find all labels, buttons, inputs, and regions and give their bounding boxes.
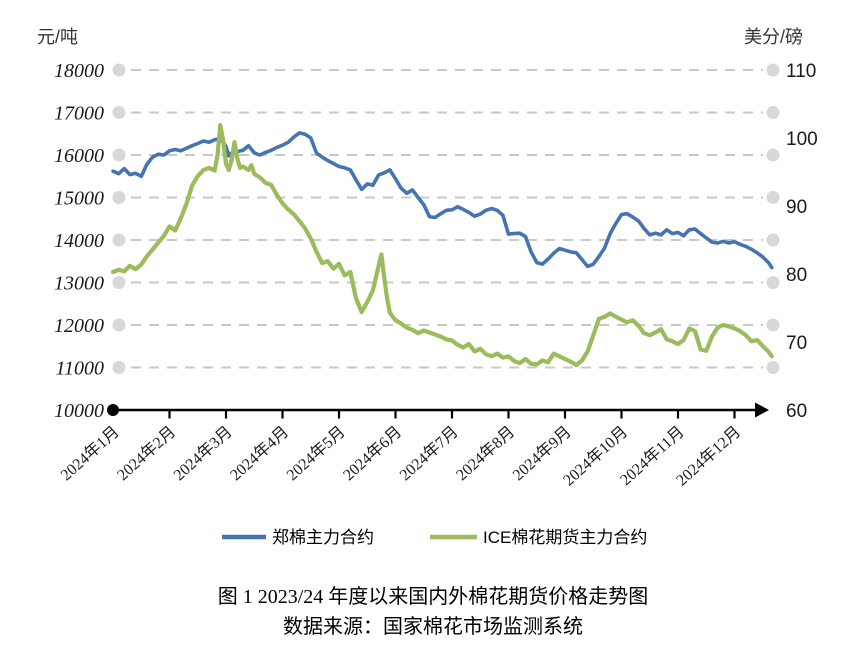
right-axis-tick-label: 110	[786, 61, 816, 82]
x-axis-tick-label: 2024年2月	[114, 423, 180, 485]
left-axis-tick-label: 15000	[54, 188, 104, 210]
x-axis-tick-label: 2024年1月	[57, 423, 123, 485]
x-axis-label-group: 2024年8月	[453, 423, 519, 485]
x-axis-label-group: 2024年5月	[283, 423, 349, 485]
gridline-marker	[766, 106, 780, 119]
right-axis-tick-label: 100	[786, 129, 818, 150]
gridline-marker	[112, 106, 126, 119]
gridline-marker	[112, 63, 126, 77]
left-axis-tick-label: 13000	[54, 273, 104, 295]
grid-layer	[112, 63, 780, 374]
gridline-marker	[112, 233, 126, 247]
x-axis-tick-label: 2024年3月	[170, 423, 236, 485]
right-axis-tick-label: 70	[786, 333, 807, 354]
series-layer	[110, 123, 774, 368]
x-axis-label-group: 2024年7月	[396, 423, 462, 485]
gridline-marker	[112, 191, 126, 204]
figure-caption-title: 图 1 2023/24 年度以来国内外棉花期货价格走势图	[217, 586, 649, 608]
gridline-marker	[766, 233, 780, 247]
x-axis-label-group: 2024年6月	[340, 423, 406, 485]
x-axis-arrowhead-icon	[755, 402, 769, 418]
left-axis-tick-label: 11000	[55, 358, 104, 380]
x-axis-origin-dot	[107, 404, 119, 416]
x-axis-tick-label: 2024年6月	[340, 423, 406, 485]
gridline-marker	[112, 276, 126, 289]
legend-label-zhengmian: 郑棉主力合约	[272, 528, 374, 547]
gridline-marker	[766, 276, 780, 289]
gridline-marker	[766, 191, 780, 204]
gridline-marker	[112, 318, 126, 332]
left-axis-tick-label: 16000	[54, 145, 104, 167]
legend-label-ice: ICE棉花期货主力合约	[483, 528, 647, 547]
left-axis-tick-label: 17000	[54, 103, 104, 125]
right-axis-tick-label: 80	[786, 265, 807, 286]
right-axis-tick-label: 60	[786, 401, 807, 422]
left-axis-tick-label: 12000	[54, 315, 104, 337]
gridline-marker	[112, 148, 126, 162]
x-axis-label-group: 2024年2月	[114, 423, 180, 485]
x-axis-label-group: 2024年4月	[227, 423, 293, 485]
legend: 郑棉主力合约 ICE棉花期货主力合约	[222, 528, 647, 547]
x-axis-label-group: 2024年3月	[170, 423, 236, 485]
gridline-marker	[766, 361, 780, 374]
gridline-marker	[766, 63, 780, 77]
left-axis-tick-label: 10000	[54, 400, 104, 422]
left-axis-title: 元/吨	[37, 27, 78, 47]
x-axis-tick-label: 2024年8月	[453, 423, 519, 485]
x-axis-tick-label: 2024年7月	[396, 423, 462, 485]
right-axis-tick-label: 90	[786, 197, 807, 218]
gridline-marker	[766, 148, 780, 162]
x-axis-tick-label: 2024年4月	[227, 423, 293, 485]
x-axis-label-group: 2024年1月	[57, 423, 123, 485]
price-trend-chart: 元/吨 美分/磅 1800017000160001500014000130001…	[37, 27, 818, 547]
series-line-ice	[110, 123, 774, 368]
left-axis-tick-label: 18000	[54, 60, 104, 82]
axis-label-layer: 18000 17000 16000 15000 14000 13000 12000 11000…	[54, 60, 818, 490]
gridline-marker	[766, 318, 780, 332]
gridline-marker	[112, 361, 126, 374]
figure-caption-source: 数据来源：国家棉花市场监测系统	[283, 616, 583, 638]
right-axis-title: 美分/磅	[744, 27, 803, 47]
figure-caption: 图 1 2023/24 年度以来国内外棉花期货价格走势图 数据来源：国家棉花市场…	[0, 582, 866, 642]
series-line-zhengmian	[111, 131, 774, 270]
x-axis-tick-label: 2024年5月	[283, 423, 349, 485]
left-axis-tick-label: 14000	[54, 230, 104, 252]
